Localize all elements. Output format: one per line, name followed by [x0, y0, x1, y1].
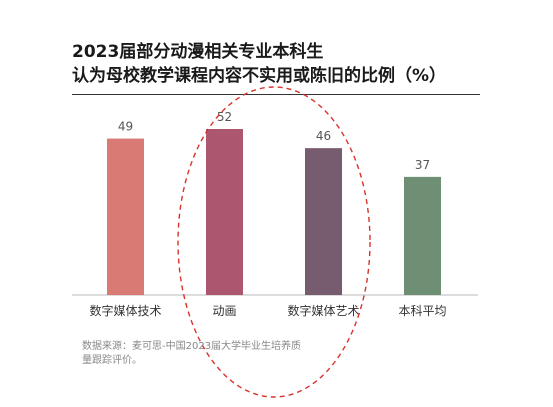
bar-4-category-label: 本科平均	[398, 304, 446, 318]
bar-3	[305, 148, 342, 295]
data-source-note: 数据来源：麦可思-中国2023届大学毕业生培养质 量跟踪评价。	[82, 340, 352, 368]
bar-3-category-label: 数字媒体艺术	[287, 303, 359, 318]
bar-2	[206, 129, 243, 295]
bar-4-value-label: 37	[415, 158, 430, 172]
chart-title: 2023届部分动漫相关专业本科生 认为母校教学课程内容不实用或陈旧的比例（%）	[72, 40, 482, 88]
title-line-1: 2023届部分动漫相关专业本科生	[72, 42, 324, 62]
bar-3-value-label: 46	[316, 129, 331, 143]
title-underline	[72, 94, 480, 95]
bar-1-value-label: 49	[118, 120, 133, 134]
highlight-ellipse	[177, 86, 371, 398]
bar-1-category-label: 数字媒体技术	[89, 303, 161, 318]
source-line-2: 量跟踪评价。	[82, 355, 142, 366]
bar-2-value-label: 52	[217, 110, 232, 124]
bar-2-category-label: 动画	[212, 304, 236, 318]
title-line-2: 认为母校教学课程内容不实用或陈旧的比例（%）	[72, 66, 447, 86]
source-line-1: 数据来源：麦可思-中国2023届大学毕业生培养质	[82, 341, 302, 352]
bar-1	[107, 138, 144, 295]
bar-4	[404, 176, 441, 295]
